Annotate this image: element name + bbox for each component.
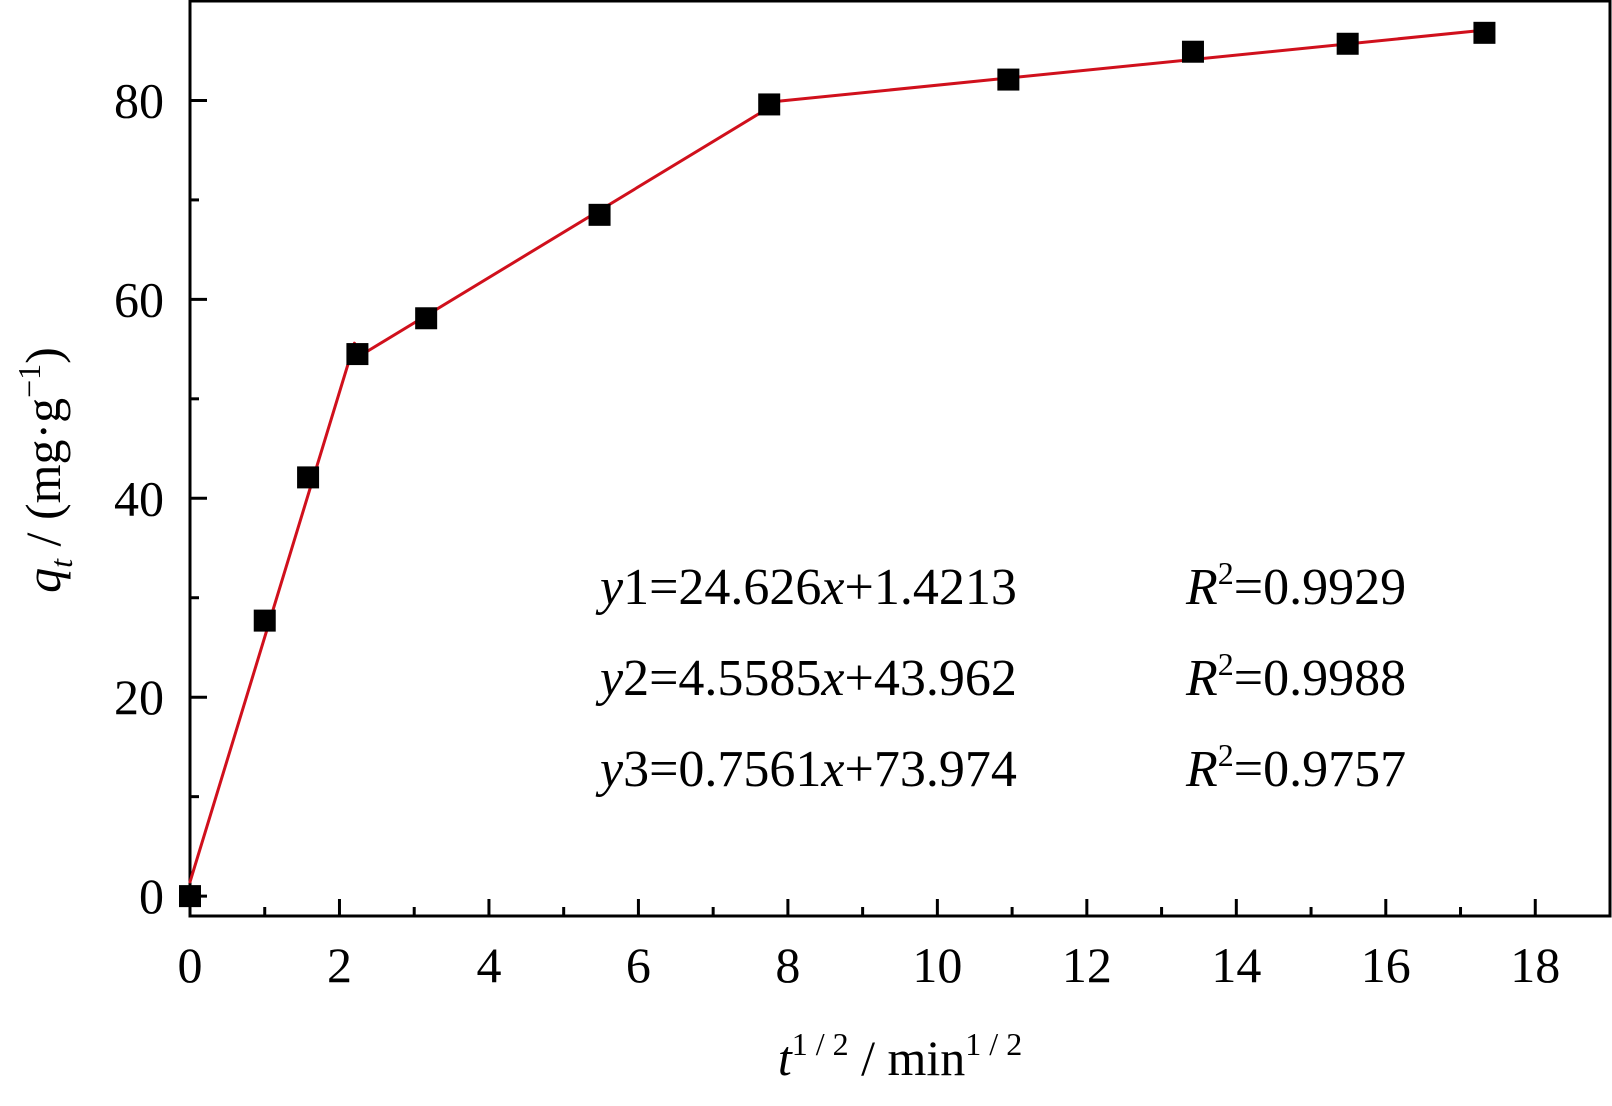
x-tick-label: 8: [775, 937, 800, 993]
data-point: [297, 466, 320, 489]
y-axis-title-symbol: q: [15, 568, 71, 593]
fit-equation: y2=4.5585x+43.962: [595, 650, 1017, 707]
y-tick-label: 40: [114, 470, 164, 526]
y-axis-title: qt / (mg·g−1): [11, 347, 79, 593]
fit-equations: y1=24.626x+1.4213 R2=0.9929 y2=4.5585x+43.…: [595, 555, 1406, 798]
x-tick-label: 12: [1062, 937, 1112, 993]
y-tick-label: 80: [114, 72, 164, 128]
data-point: [346, 343, 369, 366]
x-tick-label: 2: [327, 937, 352, 993]
y-axis-title-unit: / (mg·g: [15, 398, 71, 559]
x-tick-label: 4: [476, 937, 501, 993]
x-axis-title-symbol-sup: 1 / 2: [792, 1026, 849, 1062]
y-axis-title-close: ): [15, 347, 71, 364]
x-axis-title-unit: / min: [849, 1030, 966, 1086]
x-tick-label: 6: [626, 937, 651, 993]
y-axis-ticks: 0 20 40 60 80: [114, 72, 207, 924]
data-point: [1473, 21, 1496, 44]
data-point: [1336, 32, 1359, 55]
y-tick-label: 0: [139, 868, 164, 924]
y-tick-label: 60: [114, 271, 164, 327]
data-point: [253, 609, 276, 632]
fit-r-squared: R2=0.9929: [1185, 555, 1406, 616]
x-tick-label: 10: [912, 937, 962, 993]
plot-frame: [188, 0, 1612, 918]
x-axis-ticks: 0 2 4 6 8 10 12 14 16 18: [178, 899, 1560, 993]
data-point: [588, 203, 611, 226]
data-point: [1181, 40, 1204, 63]
x-tick-label: 14: [1211, 937, 1261, 993]
x-axis-title-symbol: t: [778, 1030, 793, 1086]
x-tick-label: 0: [178, 937, 203, 993]
fit-equation: y3=0.7561x+73.974: [595, 741, 1017, 798]
y-tick-label: 20: [114, 669, 164, 725]
data-markers: [179, 21, 1496, 908]
y-axis-title-symbol-sub: t: [43, 558, 79, 568]
fit-equation: y1=24.626x+1.4213: [595, 559, 1017, 616]
data-point: [758, 93, 781, 116]
x-axis-title: t1 / 2 / min1 / 2: [778, 1026, 1022, 1086]
fit-line-segment: [767, 28, 1486, 104]
x-tick-label: 18: [1510, 937, 1560, 993]
x-axis-title-unit-sup: 1 / 2: [965, 1026, 1022, 1062]
y-axis-title-unit-sup: −1: [11, 364, 47, 398]
data-point: [997, 68, 1020, 91]
data-point: [415, 307, 438, 330]
fit-r-squared: R2=0.9988: [1185, 646, 1406, 707]
fit-r-squared: R2=0.9757: [1185, 737, 1406, 798]
x-tick-label: 16: [1361, 937, 1411, 993]
data-point: [179, 885, 201, 908]
